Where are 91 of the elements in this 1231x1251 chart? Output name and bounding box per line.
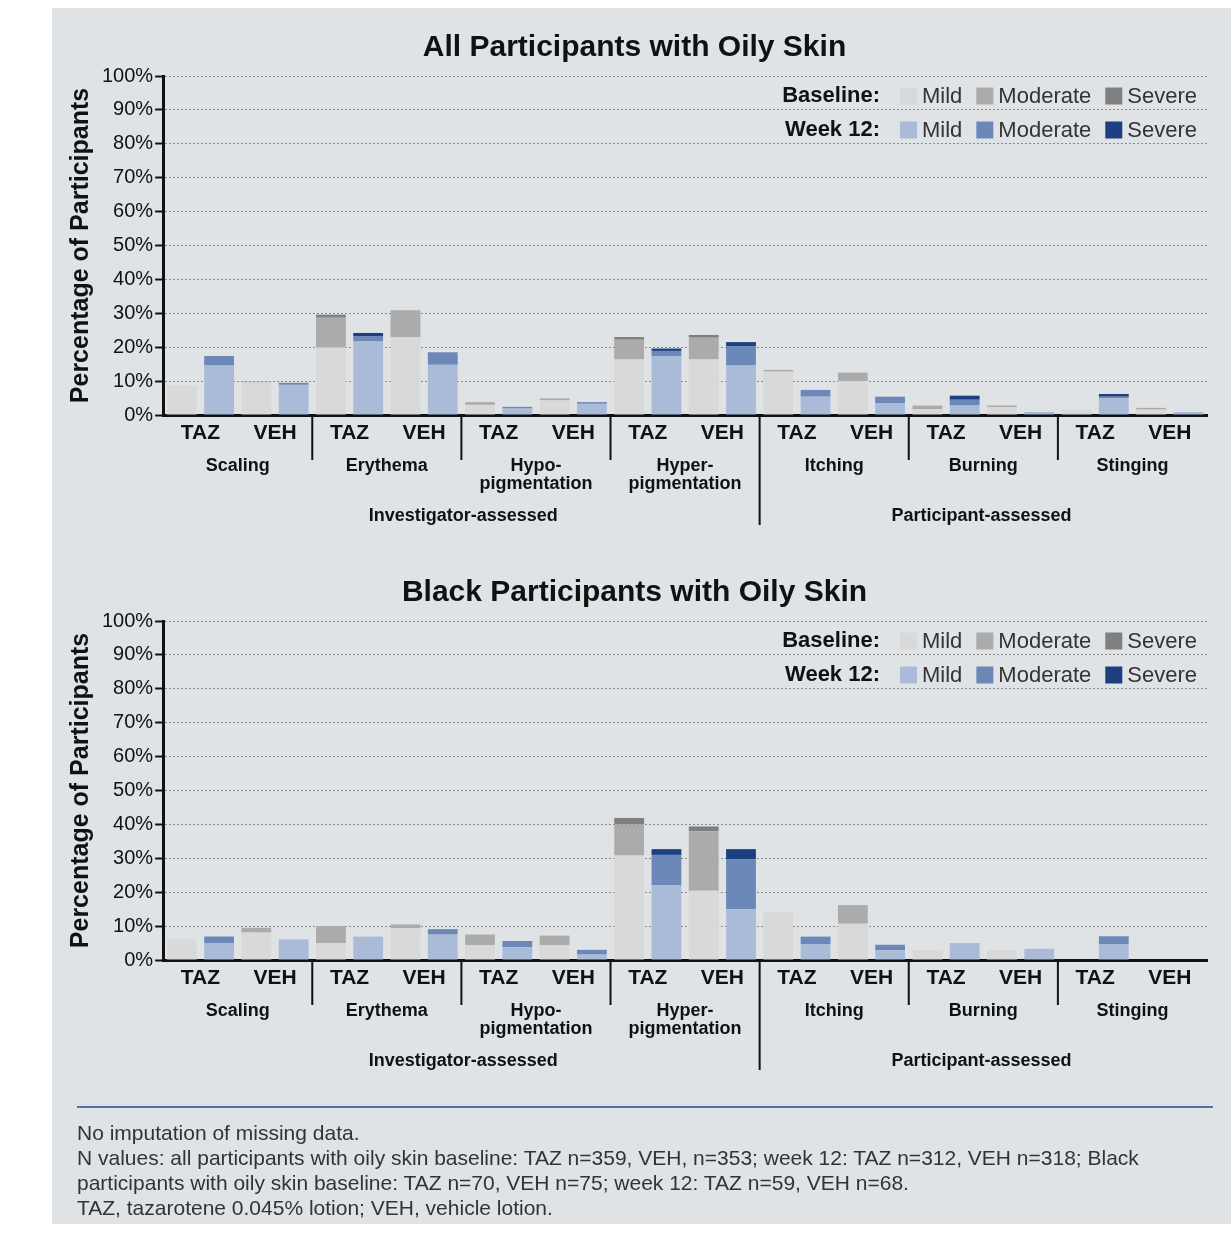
y-tick-label: 0%: [124, 947, 154, 970]
y-tick-label: 20%: [113, 334, 154, 357]
y-tick-label: 20%: [113, 879, 154, 902]
legend-label: Mild: [922, 628, 963, 654]
y-tick-label: 60%: [113, 744, 154, 767]
y-tick-label: 90%: [113, 97, 154, 120]
legend-label: Severe: [1127, 117, 1198, 143]
x-tick-label: VEH: [849, 420, 894, 444]
legend-label: Moderate: [998, 117, 1092, 143]
x-tick-label: VEH: [1148, 965, 1192, 989]
legend-label: Severe: [1127, 628, 1198, 654]
text: Hyper-pigmentation: [628, 454, 742, 493]
x-tick-label: VEH: [1148, 420, 1192, 444]
text: Hypo-pigmentation: [479, 999, 593, 1038]
x-tick-label: TAZ: [180, 420, 221, 444]
y-tick-label: 100%: [102, 608, 154, 631]
chart-title: All Participants with Oily Skin: [422, 29, 847, 63]
x-tick-label: VEH: [402, 965, 446, 989]
x-tick-label: VEH: [700, 965, 744, 989]
y-axis-title: Percentage of Participants: [64, 87, 93, 404]
text: N values: all participants with oily skin baseline: TAZ n=359, VEH, n=353; week 12: TAZ n=312, VEH n=318; Black participants with oily skin baseline: TAZ n=70, VEH n=75; week 12: TAZ n=59, VEH n=68.: [77, 1145, 1140, 1195]
y-axis-title: Percentage of Participants: [64, 632, 93, 949]
y-tick-label: 10%: [113, 913, 154, 936]
text: Itching: [804, 454, 864, 475]
x-tick-label: TAZ: [926, 420, 966, 444]
y-tick-label: 80%: [113, 131, 154, 154]
x-tick-label: VEH: [402, 420, 446, 444]
legend-label: Moderate: [998, 662, 1092, 688]
x-tick-label: TAZ: [628, 420, 668, 444]
text: Burning: [948, 999, 1018, 1020]
x-tick-label: VEH: [849, 965, 894, 989]
x-tick-label: TAZ: [180, 965, 221, 989]
y-tick-label: 40%: [113, 811, 154, 834]
annotation: Baseline:: [782, 82, 881, 108]
legend-label: Mild: [922, 117, 963, 143]
legend-label: Mild: [922, 83, 963, 109]
text: Erythema: [345, 454, 429, 475]
x-tick-label: VEH: [700, 420, 744, 444]
text: Stinging: [1096, 454, 1169, 475]
chart-title: Black Participants with Oily Skin: [401, 574, 868, 608]
legend-label: Moderate: [998, 628, 1092, 654]
y-tick-label: 30%: [113, 845, 154, 868]
x-tick-label: TAZ: [1075, 965, 1115, 989]
legend-label: Mild: [922, 662, 963, 688]
x-tick-label: TAZ: [329, 420, 370, 444]
x-tick-label: TAZ: [628, 965, 668, 989]
x-tick-label: TAZ: [479, 420, 519, 444]
y-tick-label: 40%: [113, 266, 154, 289]
y-tick-label: 90%: [113, 642, 154, 665]
x-tick-label: TAZ: [926, 965, 966, 989]
x-tick-label: TAZ: [777, 420, 817, 444]
text: Investigator-assessed: [368, 504, 558, 525]
x-tick-label: TAZ: [329, 965, 370, 989]
annotation: Week 12:: [785, 661, 881, 687]
x-tick-label: VEH: [253, 420, 297, 444]
y-tick-label: 60%: [113, 199, 154, 222]
text: Participant-assessed: [891, 1049, 1072, 1070]
text: Erythema: [345, 999, 429, 1020]
text: No imputation of missing data.: [77, 1120, 361, 1145]
x-tick-label: VEH: [551, 965, 595, 989]
y-tick-label: 70%: [113, 165, 154, 188]
x-tick-label: TAZ: [777, 965, 817, 989]
y-tick-label: 50%: [113, 233, 154, 256]
legend-label: Moderate: [998, 83, 1092, 109]
text: Stinging: [1096, 999, 1169, 1020]
x-tick-label: VEH: [551, 420, 595, 444]
y-tick-label: 30%: [113, 300, 154, 323]
text: Participant-assessed: [891, 504, 1072, 525]
text: Scaling: [205, 999, 270, 1020]
text: Hypo-pigmentation: [479, 454, 593, 493]
text: Scaling: [205, 454, 270, 475]
text: TAZ, tazarotene 0.045% lotion; VEH, vehicle lotion.: [77, 1195, 554, 1220]
text: Investigator-assessed: [368, 1049, 558, 1070]
y-tick-label: 80%: [113, 676, 154, 699]
x-tick-label: TAZ: [479, 965, 519, 989]
y-tick-label: 10%: [113, 368, 154, 391]
annotation: Week 12:: [785, 116, 881, 142]
legend-label: Severe: [1127, 83, 1198, 109]
x-tick-label: VEH: [999, 420, 1043, 444]
x-tick-label: TAZ: [1075, 420, 1115, 444]
text: Itching: [804, 999, 864, 1020]
legend-label: Severe: [1127, 662, 1198, 688]
x-tick-label: VEH: [253, 965, 297, 989]
text: Hyper-pigmentation: [628, 999, 742, 1038]
y-tick-label: 0%: [124, 402, 154, 425]
y-tick-label: 70%: [113, 710, 154, 733]
annotation: Baseline:: [782, 627, 881, 653]
x-tick-label: VEH: [999, 965, 1043, 989]
text: Burning: [948, 454, 1018, 475]
y-tick-label: 100%: [102, 63, 154, 86]
y-tick-label: 50%: [113, 778, 154, 801]
